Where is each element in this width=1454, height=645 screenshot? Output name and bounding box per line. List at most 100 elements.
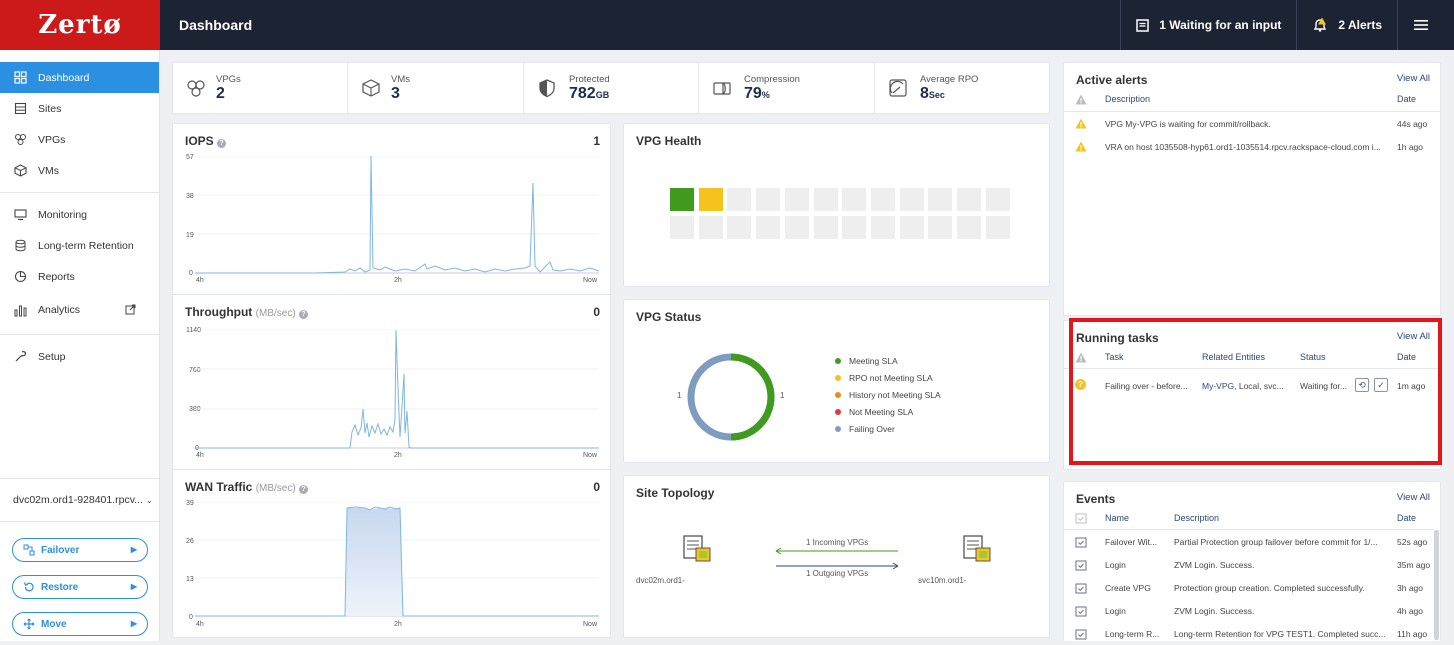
- restore-icon: [23, 582, 34, 592]
- event-row[interactable]: Login ZVM Login. Success. 35m ago: [1064, 554, 1434, 576]
- events-scrollbar[interactable]: [1434, 530, 1439, 640]
- vpg-health-cell: [899, 188, 924, 211]
- sidebar-item-analytics[interactable]: Analytics: [0, 292, 159, 328]
- alert-row[interactable]: VPG My-VPG is waiting for commit/rollbac…: [1064, 113, 1440, 135]
- active-alerts-card: Active alerts View All Description Date …: [1063, 62, 1441, 316]
- sidebar-item-vpgs[interactable]: VPGs: [0, 124, 159, 155]
- vpg-status-donut[interactable]: [686, 352, 776, 442]
- move-button[interactable]: Move ▶: [12, 612, 148, 636]
- vpg-health-cell[interactable]: [698, 188, 723, 211]
- outgoing-vpgs-label: 1 Outgoing VPGs: [806, 569, 869, 578]
- vpg-health-cell: [928, 216, 953, 239]
- vpg-health-cell: [727, 188, 752, 211]
- sidebar-item-sites[interactable]: Sites: [0, 93, 159, 124]
- menu-button[interactable]: [1397, 0, 1454, 50]
- x-tick: 4h: [196, 277, 204, 284]
- tasks-header-entities[interactable]: Related Entities: [1202, 352, 1266, 362]
- task-row[interactable]: ? Failing over - before... My-VPG, Local…: [1064, 373, 1440, 397]
- event-row[interactable]: Create VPG Protection group creation. Com…: [1064, 577, 1434, 599]
- restore-button[interactable]: Restore ▶: [12, 575, 148, 599]
- x-tick: 2h: [394, 452, 402, 459]
- stat-vms[interactable]: VMs 3: [348, 63, 524, 113]
- help-icon[interactable]: ?: [299, 310, 308, 319]
- sidebar-item-label: VMs: [38, 164, 59, 177]
- restore-label: Restore: [41, 581, 79, 593]
- external-link-icon[interactable]: [125, 304, 136, 315]
- event-name: Login: [1105, 560, 1126, 570]
- failover-icon: [23, 544, 35, 556]
- y-tick: 38: [186, 193, 194, 200]
- stat-average-rpo[interactable]: Average RPO 8Sec: [875, 63, 1051, 113]
- failover-button[interactable]: Failover ▶: [12, 538, 148, 562]
- local-site-icon[interactable]: [683, 534, 713, 564]
- wrench-icon: [15, 351, 27, 362]
- task-entity-link[interactable]: My-VPG: [1202, 381, 1235, 391]
- alert-description: VRA on host 1035508-hyp61.ord1-1035514.r…: [1105, 142, 1381, 152]
- event-row[interactable]: Failover Wit... Partial Protection group …: [1064, 531, 1434, 553]
- stat-label: VPGs: [216, 73, 241, 85]
- wan-traffic-series-line: [195, 506, 599, 617]
- site-selector-label: dvc02m.ord1-928401.rpcv...: [13, 494, 143, 506]
- sidebar-item-vms[interactable]: VMs: [0, 155, 159, 186]
- vpg-status-card: VPG Status 1 1 Meeting SLA RPO not Meeti…: [623, 299, 1050, 463]
- alerts-view-all-link[interactable]: View All: [1396, 73, 1430, 84]
- events-view-all-link[interactable]: View All: [1396, 492, 1430, 503]
- legend-failing-over: Failing Over: [835, 424, 895, 434]
- tasks-header-task[interactable]: Task: [1105, 352, 1124, 362]
- stat-compression[interactable]: Compression 79%: [699, 63, 875, 113]
- caret-right-icon: ▶: [130, 619, 137, 628]
- vpg-health-cell[interactable]: [670, 188, 694, 211]
- iops-value: 1: [593, 134, 600, 148]
- sidebar-item-long-term-retention[interactable]: Long-term Retention: [0, 230, 159, 261]
- shield-icon: [539, 79, 555, 98]
- wan-traffic-value: 0: [593, 480, 600, 494]
- alerts-button[interactable]: 2 Alerts: [1296, 0, 1397, 50]
- highlight-box: [1069, 318, 1442, 465]
- remote-site-icon[interactable]: [963, 534, 993, 564]
- incoming-vpgs-label: 1 Incoming VPGs: [806, 538, 869, 547]
- sidebar-item-monitoring[interactable]: Monitoring: [0, 199, 159, 230]
- vpg-status-title: VPG Status: [636, 310, 702, 324]
- warning-icon: [1075, 118, 1087, 129]
- sidebar-item-label: Long-term Retention: [38, 239, 134, 252]
- event-date: 11h ago: [1397, 629, 1428, 639]
- event-date: 3h ago: [1397, 583, 1423, 593]
- page-title: Dashboard: [179, 17, 253, 33]
- alerts-header-description[interactable]: Description: [1105, 94, 1151, 104]
- stats-bar: VPGs 2 VMs 3 Protected 782GB Compression 79%…: [172, 62, 1050, 114]
- tasks-header-status[interactable]: Status: [1300, 352, 1326, 362]
- performance-charts-card: IOPS ? 1 57 38 19 0 4h 2h Now Throughput…: [172, 123, 612, 638]
- throughput-title: Throughput (MB/sec) ?: [185, 305, 308, 319]
- sidebar-item-reports[interactable]: Reports: [0, 261, 159, 292]
- event-description: Protection group creation. Completed suc…: [1174, 583, 1365, 593]
- caret-right-icon: ▶: [130, 545, 137, 554]
- waiting-input-button[interactable]: 1 Waiting for an input: [1120, 0, 1296, 50]
- alert-row[interactable]: VRA on host 1035508-hyp61.ord1-1035514.r…: [1064, 136, 1440, 158]
- events-header-name[interactable]: Name: [1105, 513, 1130, 523]
- help-icon[interactable]: ?: [299, 485, 309, 494]
- stat-vpgs[interactable]: VPGs 2: [173, 63, 348, 113]
- alerts-header-date[interactable]: Date: [1397, 94, 1417, 104]
- vpg-health-card: VPG Health: [623, 123, 1050, 287]
- commit-button[interactable]: ✓: [1374, 378, 1388, 392]
- legend-history-not-meeting-sla: History not Meeting SLA: [835, 390, 941, 400]
- events-header-description[interactable]: Description: [1174, 513, 1220, 523]
- help-icon[interactable]: ?: [217, 139, 227, 148]
- running-tasks-title: Running tasks: [1076, 331, 1159, 345]
- sidebar-item-setup[interactable]: Setup: [0, 341, 159, 372]
- events-header-date[interactable]: Date: [1397, 513, 1417, 523]
- rollback-button[interactable]: ⟲: [1355, 378, 1369, 392]
- zerto-logo[interactable]: Zertø: [0, 0, 160, 50]
- sidebar: Dashboard Sites VPGs VMs Monitoring Long…: [0, 50, 160, 641]
- site-selector[interactable]: dvc02m.ord1-928401.rpcv... ⌄: [0, 478, 160, 522]
- nav-divider: [0, 192, 159, 193]
- y-tick: 1140: [186, 327, 202, 334]
- event-row[interactable]: Login ZVM Login. Success. 4h ago: [1064, 600, 1434, 622]
- stat-protected[interactable]: Protected 782GB: [524, 63, 699, 113]
- sidebar-item-dashboard[interactable]: Dashboard: [0, 62, 159, 93]
- tasks-view-all-link[interactable]: View All: [1396, 331, 1430, 342]
- event-row[interactable]: Long-term R... Long-term Retention for VP…: [1064, 623, 1434, 645]
- vpg-health-cell: [957, 216, 981, 239]
- stat-value: 79: [744, 84, 762, 102]
- tasks-header-date[interactable]: Date: [1397, 352, 1417, 362]
